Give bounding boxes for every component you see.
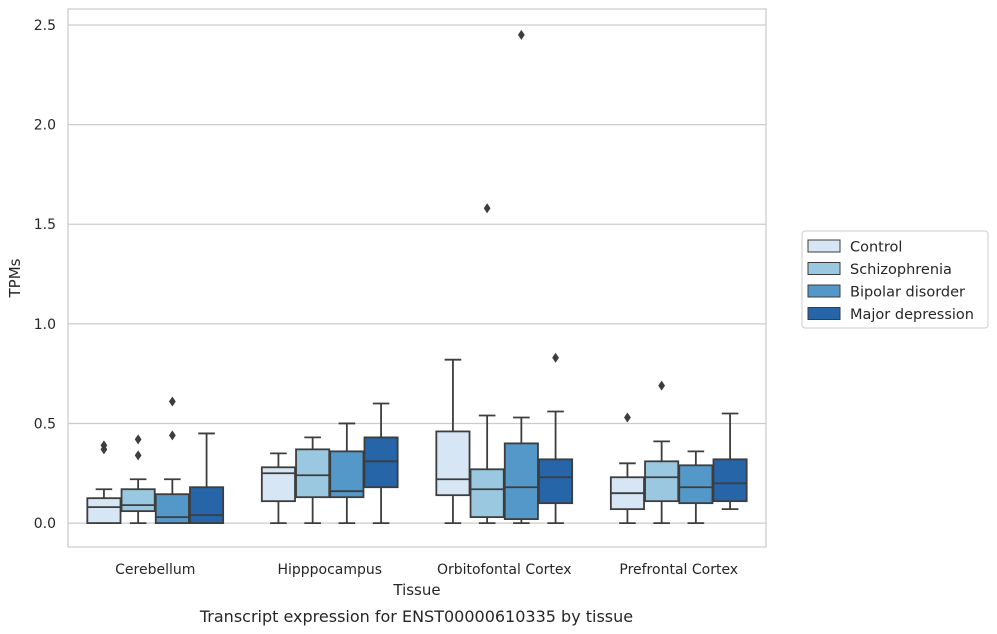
- box-body: [538, 458, 574, 505]
- y-tick-label: 0.0: [34, 516, 56, 532]
- outlier-point: [483, 203, 491, 214]
- x-axis-label: Tissue: [392, 581, 440, 599]
- box-body: [154, 493, 190, 524]
- legend-frame: [801, 230, 989, 329]
- outlier-point: [517, 29, 525, 40]
- y-tick-label: 0.5: [34, 416, 56, 432]
- box-body: [329, 450, 365, 499]
- legend-entry: Schizophrenia: [850, 262, 952, 278]
- legend: Control Schizophrenia Bipolar disorder Majo…: [801, 230, 989, 329]
- y-axis-label: TPMs: [6, 258, 24, 298]
- box-1-0: [260, 452, 296, 524]
- box-2-1: [469, 203, 505, 524]
- legend-swatch: [807, 239, 841, 253]
- box-body: [189, 486, 225, 524]
- y-tick-label: 2.5: [34, 18, 56, 34]
- outlier-point: [168, 396, 176, 407]
- chart-caption: Transcript expression for ENST0000061033…: [199, 607, 633, 626]
- box-body: [86, 497, 122, 524]
- x-tick-labels: Cerebellum Hipppocampus Orbitofontal Corte…: [115, 562, 738, 578]
- box-0-0: [86, 440, 122, 524]
- box-2-2: [503, 29, 539, 524]
- box-body: [712, 458, 748, 503]
- box-3-2: [678, 450, 714, 524]
- outlier-point: [552, 352, 559, 363]
- outlier-point: [624, 412, 631, 423]
- box-3-3: [712, 412, 748, 511]
- y-tick-label: 1.5: [34, 217, 56, 233]
- box-body: [469, 468, 505, 519]
- legend-swatch: [807, 307, 841, 320]
- x-tick-label: Orbitofontal Cortex: [437, 562, 572, 578]
- y-tick-label: 2.0: [34, 118, 56, 134]
- legend-entry: Major depression: [850, 307, 974, 323]
- box-body: [644, 460, 680, 503]
- box-2-0: [435, 358, 471, 524]
- gridlines: [68, 24, 766, 524]
- x-tick-label: Hipppocampus: [277, 562, 382, 578]
- box-body: [503, 442, 539, 521]
- box-body: [435, 430, 471, 497]
- outlier-point: [168, 430, 176, 441]
- outlier-point: [658, 380, 666, 391]
- box-3-0: [609, 412, 645, 524]
- x-tick-label: Cerebellum: [115, 562, 195, 578]
- box-3-1: [644, 380, 680, 524]
- box-0-1: [120, 434, 156, 524]
- box-body: [295, 448, 331, 499]
- x-tick-label: Prefrontal Cortex: [619, 562, 738, 578]
- plot-frame: [67, 8, 767, 548]
- legend-swatch: [807, 284, 841, 298]
- box-1-2: [329, 422, 365, 524]
- legend-swatch: [807, 262, 841, 275]
- box-1-1: [295, 436, 331, 524]
- box-0-3: [189, 432, 225, 524]
- plot-boxes: [86, 29, 748, 524]
- outlier-point: [100, 440, 108, 451]
- box-body: [363, 436, 399, 489]
- box-1-3: [363, 402, 399, 524]
- y-tick-labels: 0.0 0.5 1.0 1.5 2.0 2.5: [34, 18, 56, 532]
- outlier-point: [134, 434, 142, 445]
- box-2-3: [538, 352, 574, 524]
- box-body: [678, 464, 714, 505]
- y-tick-label: 1.0: [34, 317, 56, 333]
- outlier-point: [134, 450, 142, 461]
- legend-entry: Control: [850, 240, 902, 256]
- legend-entry: Bipolar disorder: [850, 285, 965, 301]
- box-0-2: [154, 396, 190, 524]
- box-body: [120, 488, 156, 513]
